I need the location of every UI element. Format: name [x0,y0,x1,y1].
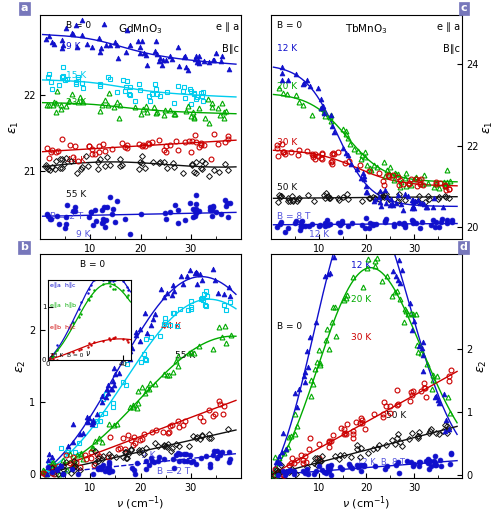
Text: B = 8 T: B = 8 T [276,212,310,221]
Text: TbMnO$_3$: TbMnO$_3$ [344,22,387,36]
Text: 15 K: 15 K [48,315,68,324]
Text: 44 K: 44 K [66,156,86,166]
Text: B = 2 T: B = 2 T [50,212,83,221]
Text: 30 K: 30 K [276,138,297,148]
Text: e ∥ a: e ∥ a [436,22,459,32]
Text: B = 0: B = 0 [66,21,91,30]
Text: 20 K: 20 K [276,82,296,91]
Text: 12 K: 12 K [351,261,371,270]
Text: B∥c: B∥c [221,45,238,54]
Text: 12 K  B  8 T: 12 K B 8 T [356,458,404,467]
Text: 12 K: 12 K [276,45,296,53]
Text: e ∥ a: e ∥ a [215,22,238,32]
Text: c: c [459,3,466,13]
Text: 50 K: 50 K [276,183,297,192]
Text: B = 0: B = 0 [276,21,301,30]
Y-axis label: $\varepsilon_2$: $\varepsilon_2$ [15,359,28,373]
Text: 44 K: 44 K [160,322,180,331]
Text: 23 K  B = 0: 23 K B = 0 [50,353,83,358]
Text: B∥c: B∥c [442,45,459,54]
Text: B = 0: B = 0 [80,260,105,269]
Text: 50 K: 50 K [385,411,405,420]
Text: 55 K: 55 K [66,190,86,199]
Text: 15 K: 15 K [66,71,86,80]
Text: d: d [459,242,467,252]
Text: 9 K: 9 K [76,230,91,239]
Y-axis label: $\varepsilon_1$: $\varepsilon_1$ [481,120,494,134]
Text: 23 K: 23 K [66,98,86,107]
Text: GdMnO$_3$: GdMnO$_3$ [118,22,162,36]
Text: 9 K: 9 K [80,281,95,290]
X-axis label: $\nu$ (cm$^{-1}$): $\nu$ (cm$^{-1}$) [116,494,164,512]
Text: a: a [21,3,28,13]
Y-axis label: $\varepsilon_2$: $\varepsilon_2$ [475,359,488,373]
Text: $\nu$: $\nu$ [85,349,91,358]
Text: e∥b  h∥c: e∥b h∥c [50,324,76,330]
Text: 30 K: 30 K [351,333,371,342]
Text: 9 K: 9 K [140,451,155,460]
Text: 23 K: 23 K [48,348,68,357]
Text: 20 K: 20 K [351,295,371,304]
X-axis label: $\nu$ (cm$^{-1}$): $\nu$ (cm$^{-1}$) [342,494,390,512]
Text: 12 K: 12 K [309,230,329,239]
Text: 55 K: 55 K [174,351,194,360]
Text: 9 K: 9 K [66,42,81,51]
Text: B = 0: B = 0 [276,322,301,331]
Y-axis label: $\varepsilon_1$: $\varepsilon_1$ [9,120,22,134]
Text: b: b [20,242,28,252]
Text: e∥a  h∥b: e∥a h∥b [50,302,76,307]
Text: e∥a  h∥c: e∥a h∥c [50,283,76,288]
Text: B = 2 T: B = 2 T [156,467,189,476]
